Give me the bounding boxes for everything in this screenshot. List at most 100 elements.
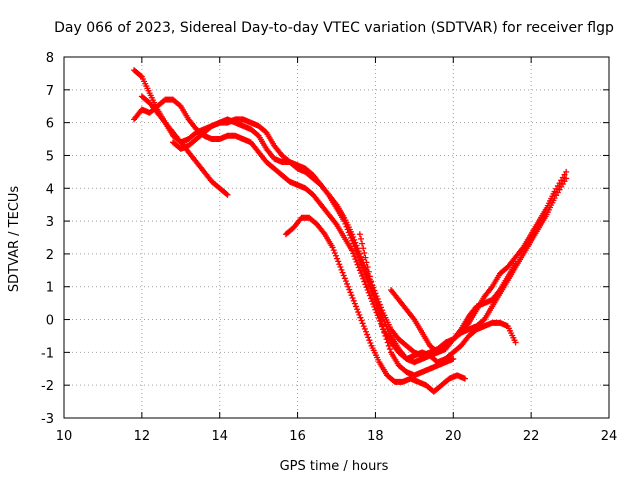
x-tick-label: 16 bbox=[289, 429, 306, 444]
data-point bbox=[358, 317, 365, 324]
data-point bbox=[367, 295, 374, 302]
x-tick-label: 20 bbox=[445, 429, 462, 444]
data-point bbox=[382, 332, 389, 339]
y-tick-label: 4 bbox=[46, 182, 54, 197]
data-point bbox=[359, 320, 366, 327]
data-point bbox=[365, 334, 372, 341]
chart-title: Day 066 of 2023, Sidereal Day-to-day VTE… bbox=[54, 20, 614, 36]
data-point bbox=[353, 258, 360, 265]
data-point bbox=[364, 264, 371, 271]
y-tick-label: 0 bbox=[46, 314, 54, 329]
data-point bbox=[367, 339, 374, 346]
data-point bbox=[356, 267, 363, 274]
data-point bbox=[362, 271, 369, 278]
data-point bbox=[223, 190, 230, 197]
x-tick-label: 18 bbox=[367, 429, 384, 444]
data-point bbox=[354, 251, 361, 258]
data-point bbox=[377, 317, 384, 324]
y-tick-label: 6 bbox=[46, 117, 54, 132]
data-point bbox=[360, 265, 367, 272]
data-point bbox=[329, 244, 336, 251]
data-point bbox=[336, 261, 343, 268]
data-point bbox=[361, 278, 368, 285]
data-point bbox=[364, 287, 371, 294]
data-point bbox=[450, 355, 457, 362]
data-point bbox=[372, 296, 379, 303]
data-point bbox=[355, 254, 362, 261]
data-point bbox=[360, 245, 367, 252]
data-point bbox=[339, 269, 346, 276]
data-markers bbox=[131, 67, 570, 395]
data-point bbox=[359, 263, 366, 270]
data-point bbox=[362, 328, 369, 335]
data-point bbox=[340, 272, 347, 279]
data-point bbox=[512, 339, 519, 346]
data-point bbox=[355, 264, 362, 271]
x-tick-label: 12 bbox=[134, 429, 151, 444]
data-point bbox=[364, 331, 371, 338]
data-point bbox=[357, 235, 364, 242]
data-point bbox=[351, 243, 358, 250]
data-point bbox=[362, 281, 369, 288]
data-point bbox=[381, 329, 388, 336]
data-point bbox=[346, 286, 353, 293]
data-point bbox=[349, 294, 356, 301]
x-tick-label: 22 bbox=[523, 429, 540, 444]
y-tick-label: 1 bbox=[46, 281, 54, 296]
data-point bbox=[356, 257, 363, 264]
data-point bbox=[137, 72, 144, 79]
data-point bbox=[354, 306, 361, 313]
data-point bbox=[379, 322, 386, 329]
data-point bbox=[383, 336, 390, 343]
data-point bbox=[345, 229, 352, 236]
series-track-5 bbox=[282, 214, 468, 395]
data-point bbox=[365, 289, 372, 296]
data-point bbox=[353, 249, 360, 256]
data-point bbox=[357, 314, 364, 321]
data-point bbox=[386, 346, 393, 353]
data-point bbox=[360, 275, 367, 282]
data-point bbox=[349, 247, 356, 254]
series-track-6 bbox=[356, 231, 457, 379]
data-point bbox=[224, 191, 231, 198]
data-point bbox=[369, 288, 376, 295]
data-point bbox=[356, 231, 363, 238]
data-point bbox=[363, 259, 370, 266]
data-point bbox=[363, 284, 370, 291]
data-point bbox=[362, 254, 369, 261]
data-point bbox=[366, 337, 373, 344]
data-point bbox=[380, 326, 387, 333]
series-track-7 bbox=[388, 260, 519, 356]
data-point bbox=[354, 261, 361, 268]
data-point bbox=[367, 278, 374, 285]
data-point bbox=[360, 323, 367, 330]
data-point bbox=[384, 339, 391, 346]
data-point bbox=[357, 270, 364, 277]
data-point bbox=[346, 232, 353, 239]
data-point bbox=[342, 220, 349, 227]
x-tick-label: 14 bbox=[211, 429, 228, 444]
y-tick-label: 7 bbox=[46, 84, 54, 99]
data-point bbox=[355, 309, 362, 316]
data-point bbox=[366, 273, 373, 280]
y-tick-label: -3 bbox=[41, 412, 54, 427]
data-point bbox=[373, 301, 380, 308]
plot-frame bbox=[63, 56, 610, 419]
data-point bbox=[350, 250, 357, 257]
data-point bbox=[350, 240, 357, 247]
data-point bbox=[361, 325, 368, 332]
data-point bbox=[344, 280, 351, 287]
data-point bbox=[341, 275, 348, 282]
y-axis-label: SDTVAR / TECUs bbox=[7, 186, 22, 293]
data-point bbox=[369, 298, 376, 305]
data-point bbox=[563, 175, 570, 182]
data-point bbox=[356, 311, 363, 318]
data-point bbox=[338, 266, 345, 273]
data-point bbox=[363, 274, 370, 281]
y-tick-label: 5 bbox=[46, 149, 54, 164]
data-point bbox=[347, 234, 354, 241]
data-point bbox=[563, 168, 570, 175]
data-point bbox=[335, 258, 342, 265]
